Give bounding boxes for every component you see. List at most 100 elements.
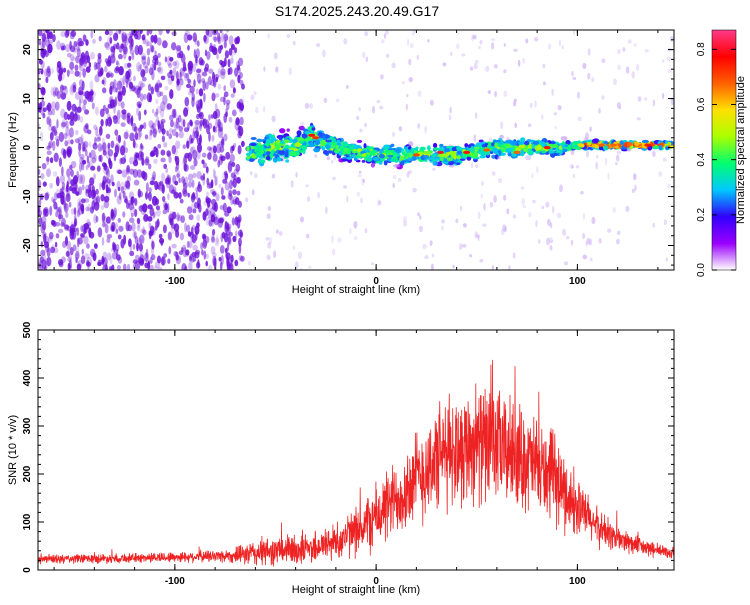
noise-blob	[133, 159, 139, 167]
signal-blob	[470, 148, 475, 153]
noise-blob	[70, 56, 77, 61]
noise-blob	[230, 43, 235, 51]
sparse-blob	[497, 177, 503, 184]
noise-blob	[202, 80, 206, 92]
signal-blob	[351, 154, 357, 158]
noise-blob	[55, 205, 59, 212]
noise-blob	[129, 217, 135, 223]
colorbar: 0.00.20.40.60.8 Normalized spectral ampl…	[696, 29, 747, 277]
noise-blob	[50, 101, 57, 111]
signal-blob	[254, 148, 258, 153]
signal-blob	[251, 155, 257, 159]
noise-blob	[214, 176, 218, 187]
signal-blob	[520, 137, 526, 143]
noise-blob	[145, 248, 149, 259]
noise-blob	[149, 151, 155, 157]
noise-blob	[156, 184, 160, 190]
sparse-blob	[502, 224, 507, 232]
sparse-blob	[627, 39, 632, 44]
noise-blob	[237, 145, 242, 155]
noise-blob	[149, 129, 153, 136]
signal-blob	[334, 148, 340, 154]
noise-blob	[70, 208, 75, 215]
noise-blob	[110, 140, 115, 149]
noise-blob	[130, 196, 135, 204]
sparse-blob	[346, 195, 349, 203]
sparse-blob	[250, 171, 253, 176]
noise-blob	[231, 109, 237, 117]
noise-blob	[92, 38, 96, 45]
noise-blob	[166, 130, 169, 137]
sparse-blob	[601, 95, 605, 100]
noise-blob	[171, 31, 177, 36]
noise-blob	[46, 116, 50, 125]
noise-blob	[219, 261, 223, 270]
noise-blob	[94, 106, 99, 116]
signal-blob	[296, 130, 302, 136]
noise-blob	[196, 222, 200, 229]
signal-hotspot	[644, 143, 652, 147]
noise-blob	[168, 133, 172, 140]
noise-blob	[192, 208, 197, 214]
signal-blob	[383, 160, 388, 166]
signal-blob	[298, 140, 305, 144]
noise-blob	[124, 75, 130, 83]
signal-blob	[447, 160, 454, 166]
noise-blob	[191, 96, 195, 108]
noise-blob	[79, 94, 84, 104]
signal-blob	[285, 149, 289, 156]
signal-blob	[598, 145, 604, 151]
noise-blob	[77, 37, 83, 47]
noise-blob	[127, 68, 132, 78]
noise-blob	[141, 77, 147, 82]
noise-blob	[43, 36, 48, 43]
noise-blob	[148, 230, 152, 240]
noise-blob	[67, 139, 71, 145]
sparse-blob	[452, 264, 455, 269]
noise-blob	[217, 83, 222, 90]
signal-blob	[283, 139, 290, 144]
noise-blob	[192, 130, 196, 141]
sparse-blob	[469, 254, 473, 258]
sparse-blob	[473, 62, 478, 70]
signal-blob	[257, 152, 262, 157]
noise-blob	[105, 107, 109, 115]
noise-blob	[224, 57, 227, 67]
noise-blob	[174, 60, 180, 70]
sparse-blob	[512, 214, 517, 219]
noise-blob	[193, 201, 199, 209]
noise-blob	[65, 193, 71, 203]
noise-blob	[122, 75, 126, 86]
noise-blob	[182, 182, 189, 189]
noise-blob	[161, 172, 165, 182]
sparse-blob	[616, 238, 620, 245]
noise-blob	[45, 30, 50, 34]
sparse-blob	[663, 219, 668, 226]
noise-blob	[226, 30, 229, 33]
signal-blob	[453, 154, 457, 160]
noise-blob	[55, 138, 60, 147]
sparse-blob	[307, 265, 312, 269]
noise-blob	[72, 182, 78, 192]
noise-blob	[103, 215, 107, 226]
sparse-blob	[479, 39, 483, 45]
noise-blob	[68, 201, 72, 208]
noise-blob	[153, 62, 157, 71]
colorbar-ticks: 0.00.20.40.60.8	[696, 42, 736, 277]
noise-blob	[120, 181, 125, 191]
noise-blob	[79, 156, 84, 165]
signal-blob	[471, 153, 479, 159]
noise-blob	[186, 72, 190, 81]
noise-blob	[227, 236, 231, 245]
noise-blob	[142, 226, 145, 235]
noise-blob	[217, 128, 224, 138]
noise-blob	[110, 45, 114, 53]
colorbar-tick-label: 0.6	[696, 97, 707, 111]
signal-blob	[246, 146, 250, 152]
sparse-blob	[670, 97, 674, 106]
noise-blob	[38, 30, 43, 37]
sparse-blob	[534, 37, 539, 42]
snr-x-tick-label: 100	[569, 576, 586, 587]
signal-blob	[410, 147, 415, 153]
sparse-blob	[253, 91, 257, 96]
